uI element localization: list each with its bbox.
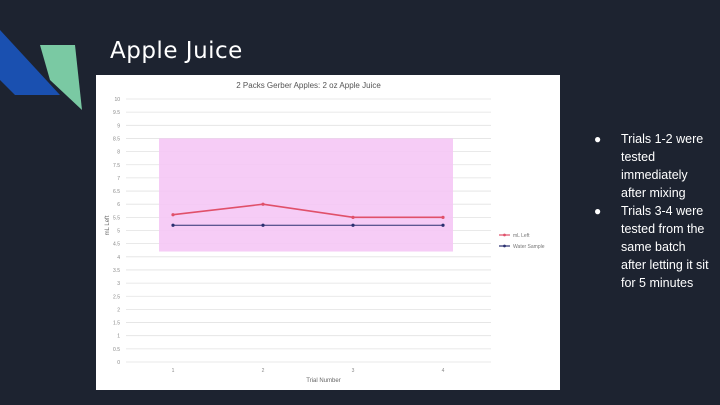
y-tick-label: 0 xyxy=(117,360,120,366)
corner-decoration xyxy=(0,30,82,110)
y-tick-label: 1.5 xyxy=(113,321,120,327)
data-point xyxy=(441,215,445,219)
y-tick-label: 0.5 xyxy=(113,347,120,353)
bullet-text: Trials 1-2 were tested immediately after… xyxy=(621,132,704,200)
y-tick-label: 7.5 xyxy=(113,163,120,169)
y-tick-label: 8.5 xyxy=(113,136,120,142)
y-tick-label: 9.5 xyxy=(113,110,120,116)
y-tick-label: 4 xyxy=(117,255,120,261)
bullet-list: ● Trials 1-2 were tested immediately aft… xyxy=(590,130,710,292)
y-tick-label: 3.5 xyxy=(113,268,120,274)
bullet-item: ● Trials 1-2 were tested immediately aft… xyxy=(590,130,710,202)
legend-marker xyxy=(503,244,506,248)
y-tick-label: 3 xyxy=(117,281,120,287)
y-tick-label: 7 xyxy=(117,176,120,182)
bullet-item: ● Trials 3-4 were tested from the same b… xyxy=(590,202,710,292)
blue-accent-shape xyxy=(0,30,60,95)
y-tick-label: 6.5 xyxy=(113,189,120,195)
data-point xyxy=(351,223,355,227)
data-point xyxy=(441,223,445,227)
slide-title: Apple Juice xyxy=(110,38,243,64)
legend-label: Water Sample xyxy=(513,244,545,250)
series-line xyxy=(172,203,443,219)
green-accent-shape xyxy=(40,45,82,110)
x-axis-label: Trial Number xyxy=(306,378,340,384)
y-tick-label: 1 xyxy=(117,334,120,340)
legend-label: mL Left xyxy=(513,233,530,239)
data-point xyxy=(261,202,265,206)
data-point xyxy=(351,215,355,219)
bullet-text: Trials 3-4 were tested from the same bat… xyxy=(621,204,709,290)
bullet-dot-icon: ● xyxy=(594,132,602,146)
y-tick-label: 5.5 xyxy=(113,215,120,221)
x-tick-label: 4 xyxy=(442,368,445,374)
x-tick-label: 1 xyxy=(172,368,175,374)
y-axis-label: mL Left xyxy=(105,215,111,235)
data-point xyxy=(171,213,175,217)
legend-marker xyxy=(503,233,506,237)
y-tick-label: 4.5 xyxy=(113,242,120,248)
data-point xyxy=(171,223,175,227)
x-tick-label: 2 xyxy=(262,368,265,374)
y-tick-label: 2 xyxy=(117,307,120,313)
line-chart: 2 Packs Gerber Apples: 2 oz Apple Juice 0… xyxy=(105,81,545,384)
chart-image: 2 Packs Gerber Apples: 2 oz Apple Juice 0… xyxy=(96,75,560,390)
y-tick-label: 5 xyxy=(117,229,120,235)
y-tick-label: 2.5 xyxy=(113,294,120,300)
y-tick-label: 9 xyxy=(117,123,120,129)
data-point xyxy=(261,223,265,227)
bullet-dot-icon: ● xyxy=(594,204,602,218)
y-tick-label: 8 xyxy=(117,150,120,156)
y-tick-label: 6 xyxy=(117,202,120,208)
highlight-band xyxy=(159,138,453,252)
y-tick-label: 10 xyxy=(114,97,120,103)
chart-title: 2 Packs Gerber Apples: 2 oz Apple Juice xyxy=(236,81,381,90)
x-tick-label: 3 xyxy=(352,368,355,374)
